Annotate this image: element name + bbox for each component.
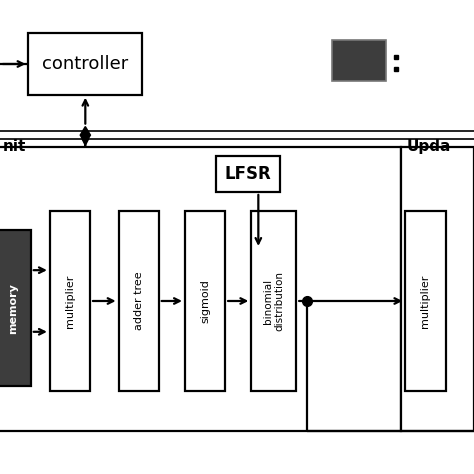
Text: controller: controller — [42, 55, 128, 73]
Bar — [332, 40, 386, 81]
Bar — [216, 156, 280, 192]
Text: memory: memory — [8, 283, 18, 334]
Bar — [401, 147, 474, 431]
Text: Upda: Upda — [406, 139, 451, 154]
Text: multiplier: multiplier — [420, 274, 430, 328]
Bar — [0, 147, 401, 431]
Text: LFSR: LFSR — [224, 165, 271, 183]
Text: adder tree: adder tree — [134, 272, 144, 330]
Bar — [50, 211, 90, 391]
Bar — [185, 211, 225, 391]
Polygon shape — [80, 127, 91, 144]
Bar — [28, 33, 142, 95]
Bar — [118, 211, 159, 391]
Text: sigmoid: sigmoid — [200, 279, 210, 323]
Bar — [251, 211, 296, 391]
Text: binomial
distribution: binomial distribution — [263, 271, 284, 331]
Text: multiplier: multiplier — [65, 274, 75, 328]
Bar — [405, 211, 446, 391]
Text: nit: nit — [2, 139, 26, 154]
Bar — [0, 230, 31, 386]
